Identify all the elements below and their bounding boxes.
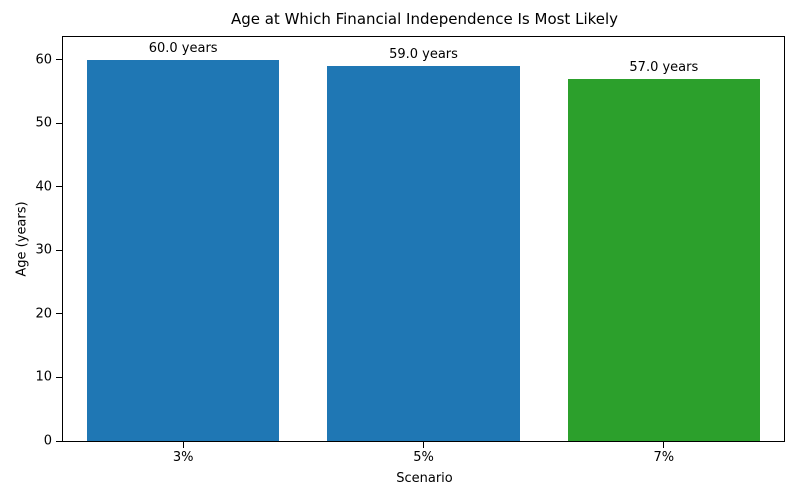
chart-title: Age at Which Financial Independence Is M… [230,10,619,28]
y-tick-mark [56,122,62,124]
y-tick-label: 60 [35,52,52,68]
plot-area: 0 10 20 30 40 50 60 60.0 years 3% 59.0 years 5% 57.… [35,36,785,465]
y-tick-mark [56,440,62,442]
y-tick-label: 30 [35,242,52,258]
y-tick-mark [56,313,62,315]
bar [567,78,760,441]
bar-value-label: 59.0 years [389,47,458,63]
bar-value-label: 57.0 years [629,59,699,75]
y-tick-mark [56,376,62,378]
bar [87,59,280,441]
y-tick-mark [56,59,62,61]
y-axis-label: Age (years) [14,201,30,277]
x-tick-label: 7% [653,450,675,465]
x-tick-mark [663,442,665,448]
bar-value-label: 60.0 years [148,40,218,56]
bar [327,66,520,441]
y-tick-label: 10 [35,369,52,385]
y-tick-label: 0 [43,433,52,449]
y-tick-label: 50 [35,115,52,131]
y-tick-label: 20 [35,306,52,322]
x-axis-label: Scenario [396,471,453,486]
x-tick-mark [423,442,424,448]
y-tick-mark [56,249,62,251]
x-tick-label: 5% [413,450,434,465]
x-tick-mark [182,442,184,448]
y-tick-mark [56,186,62,188]
x-tick-label: 3% [172,450,194,465]
y-tick-label: 40 [35,179,52,195]
